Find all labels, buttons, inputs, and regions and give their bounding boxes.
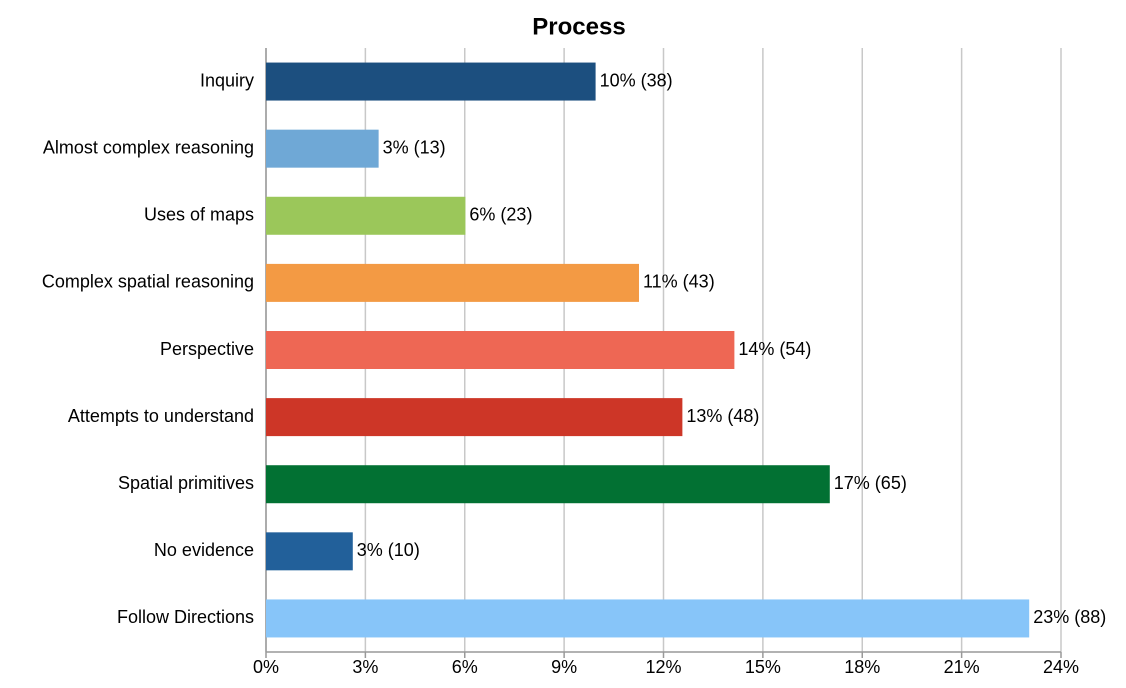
x-tick-label: 15% [745, 657, 781, 677]
bar [266, 331, 735, 369]
y-tick-label: Almost complex reasoning [43, 137, 254, 157]
x-tick-label: 3% [352, 657, 378, 677]
value-label: 14% (54) [738, 339, 811, 359]
bar [266, 129, 379, 168]
y-tick-label: No evidence [154, 540, 254, 560]
value-label: 3% (13) [383, 137, 446, 157]
value-label: 6% (23) [469, 205, 532, 225]
y-tick-label: Attempts to understand [68, 406, 254, 426]
y-tick-label: Follow Directions [117, 607, 254, 627]
bar [266, 62, 596, 101]
bar [266, 599, 1030, 638]
bar [266, 196, 466, 235]
y-tick-label: Spatial primitives [118, 473, 254, 493]
x-tick-label: 12% [645, 657, 681, 677]
x-tick-label: 18% [844, 657, 880, 677]
y-tick-label: Uses of maps [144, 205, 254, 225]
bar [266, 465, 830, 504]
value-label: 17% (65) [834, 473, 907, 493]
y-tick-label: Complex spatial reasoning [42, 272, 254, 292]
value-label: 10% (38) [600, 70, 673, 90]
x-tick-label: 9% [551, 657, 577, 677]
chart-title: Process [532, 13, 625, 40]
x-tick-label: 24% [1043, 657, 1079, 677]
x-tick-label: 0% [253, 657, 279, 677]
value-label: 3% (10) [357, 540, 420, 560]
bar [266, 398, 683, 437]
x-tick-label: 21% [944, 657, 980, 677]
y-tick-label: Perspective [160, 339, 254, 359]
value-label: 11% (43) [643, 272, 715, 292]
value-label: 23% (88) [1033, 607, 1106, 627]
bar [266, 263, 639, 302]
y-tick-label: Inquiry [200, 70, 254, 90]
x-tick-label: 6% [452, 657, 478, 677]
value-label: 13% (48) [686, 406, 759, 426]
bar [266, 532, 353, 571]
